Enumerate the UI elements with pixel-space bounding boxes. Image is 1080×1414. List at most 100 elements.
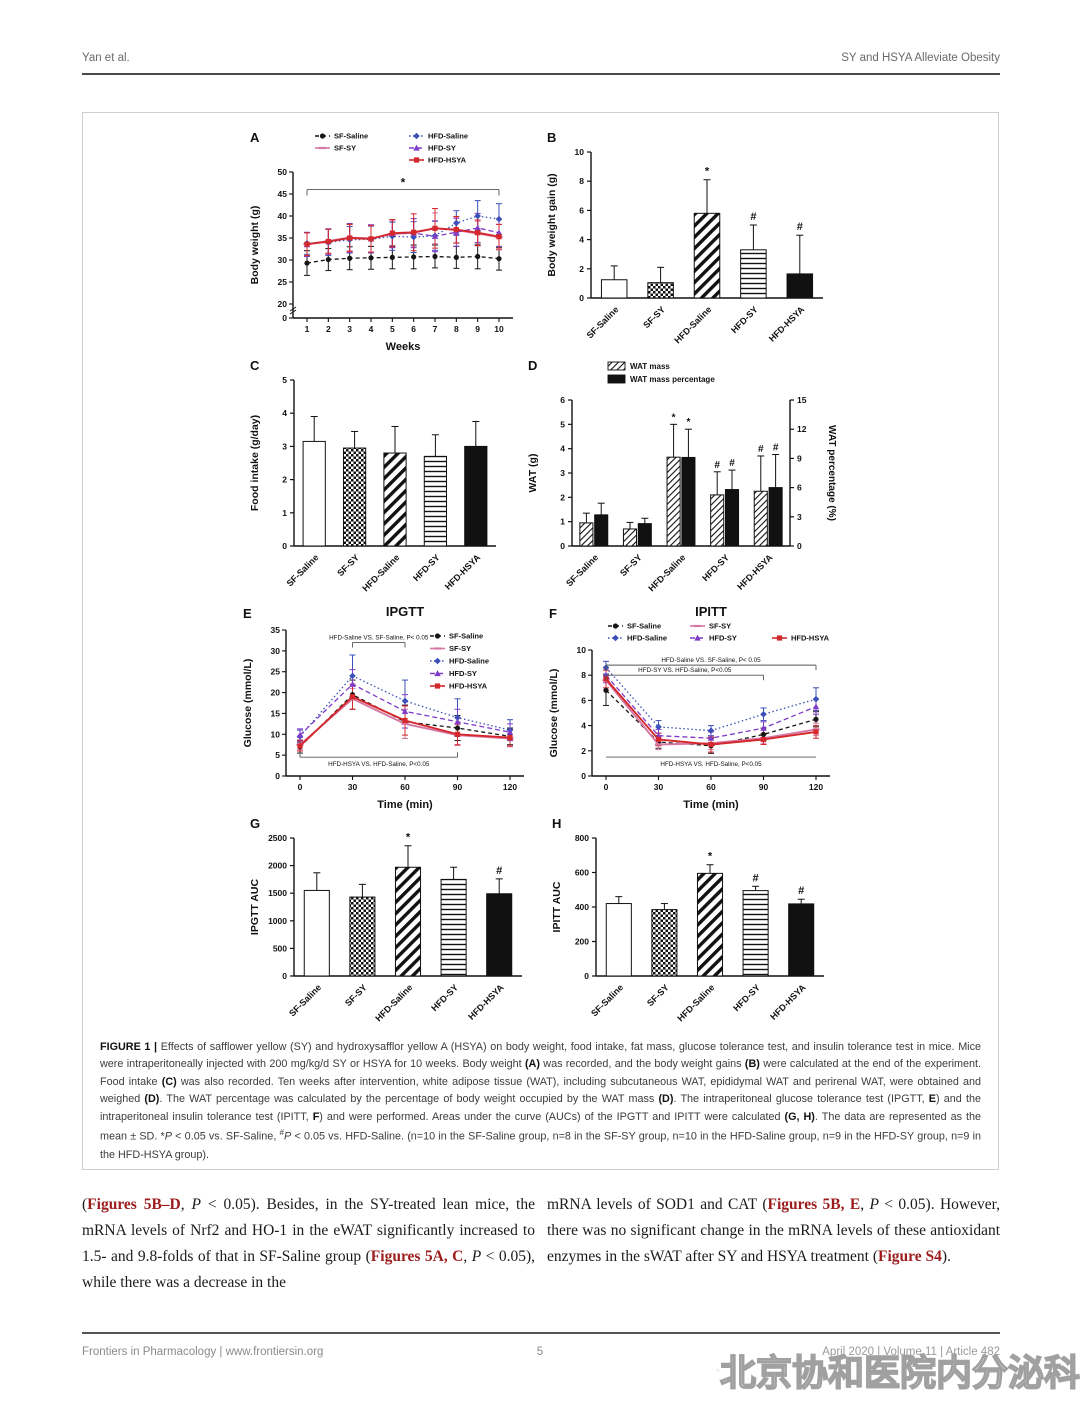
svg-text:6: 6 — [581, 695, 586, 705]
svg-text:0: 0 — [282, 313, 287, 323]
svg-text:HFD-HSYA: HFD-HSYA — [791, 634, 830, 643]
svg-text:HFD-HSYA VS. HFD-Saline, P<0.0: HFD-HSYA VS. HFD-Saline, P<0.05 — [328, 761, 430, 768]
svg-text:Glucose (mmol/L): Glucose (mmol/L) — [242, 659, 254, 748]
svg-text:*: * — [686, 417, 690, 428]
svg-text:0: 0 — [282, 541, 287, 551]
svg-text:120: 120 — [502, 782, 516, 792]
svg-text:35: 35 — [277, 233, 287, 243]
svg-text:D: D — [528, 358, 537, 373]
svg-text:2: 2 — [325, 324, 330, 334]
figure-1-caption: FIGURE 1 | Effects of safflower yellow (… — [100, 1041, 982, 1161]
svg-text:1: 1 — [560, 517, 565, 527]
svg-text:HFD-HSYA: HFD-HSYA — [442, 552, 482, 592]
svg-text:HFD-Saline: HFD-Saline — [373, 982, 414, 1023]
svg-text:6: 6 — [560, 395, 565, 405]
svg-text:60: 60 — [706, 782, 716, 792]
svg-text:HFD-Saline: HFD-Saline — [360, 552, 401, 593]
svg-text:E: E — [243, 606, 252, 621]
svg-text:4: 4 — [579, 235, 584, 245]
svg-text:6: 6 — [797, 483, 802, 493]
body-text-right-column: mRNA levels of SOD1 and CAT (Figures 5B,… — [547, 1196, 1001, 1265]
svg-text:3: 3 — [282, 441, 287, 451]
svg-text:1: 1 — [282, 508, 287, 518]
svg-text:IPITT: IPITT — [695, 604, 727, 619]
svg-text:0: 0 — [275, 771, 280, 781]
svg-text:4: 4 — [560, 444, 565, 454]
svg-text:0: 0 — [797, 541, 802, 551]
svg-text:10: 10 — [270, 729, 280, 739]
svg-text:SF-SY: SF-SY — [342, 982, 368, 1008]
svg-text:IPGTT: IPGTT — [385, 604, 423, 619]
svg-text:HFD-SY: HFD-SY — [449, 669, 477, 678]
svg-text:2: 2 — [581, 746, 586, 756]
svg-text:HFD-Saline: HFD-Saline — [675, 982, 716, 1023]
svg-text:10: 10 — [494, 324, 504, 334]
svg-text:SF-SY: SF-SY — [641, 304, 667, 330]
svg-text:IPGTT AUC: IPGTT AUC — [249, 878, 261, 935]
svg-text:F: F — [549, 606, 557, 621]
svg-text:SF-Saline: SF-Saline — [449, 632, 483, 641]
svg-text:#: # — [729, 458, 735, 469]
svg-text:0: 0 — [282, 971, 287, 981]
svg-text:#: # — [758, 444, 764, 455]
svg-text:4: 4 — [368, 324, 373, 334]
svg-text:Time (min): Time (min) — [683, 799, 739, 811]
svg-text:20: 20 — [277, 299, 287, 309]
svg-text:2: 2 — [282, 475, 287, 485]
svg-text:WAT percentage (%): WAT percentage (%) — [826, 425, 836, 521]
svg-text:HFD-HSYA: HFD-HSYA — [766, 304, 806, 344]
svg-text:*: * — [707, 851, 712, 863]
svg-text:SF-SY: SF-SY — [709, 622, 731, 631]
svg-text:20: 20 — [270, 688, 280, 698]
watermark: 北京协和医院内分泌科 — [716, 1330, 1080, 1410]
svg-text:SF-SY: SF-SY — [644, 982, 670, 1008]
svg-text:4: 4 — [581, 721, 586, 731]
svg-text:45: 45 — [277, 189, 287, 199]
svg-text:9: 9 — [797, 453, 802, 463]
svg-text:500: 500 — [272, 943, 286, 953]
header-authors: Yan et al. — [82, 52, 130, 64]
wechat-icon — [716, 1368, 720, 1372]
svg-text:HFD-HSYA: HFD-HSYA — [449, 682, 488, 691]
svg-text:5: 5 — [275, 750, 280, 760]
svg-text:Glucose (mmol/L): Glucose (mmol/L) — [548, 669, 560, 758]
watermark-text: 北京协和医院内分泌科 — [719, 1352, 1080, 1395]
svg-text:3: 3 — [797, 512, 802, 522]
svg-text:2: 2 — [579, 264, 584, 274]
svg-text:HFD-Saline: HFD-Saline — [672, 304, 713, 345]
svg-text:SF-Saline: SF-Saline — [287, 982, 323, 1018]
svg-text:10: 10 — [574, 147, 584, 157]
footer-rule — [82, 1332, 1000, 1334]
svg-text:2500: 2500 — [268, 833, 287, 843]
footer-journal: Frontiers in Pharmacology | www.frontier… — [82, 1346, 324, 1358]
figure-1-box: 20 25 30 35 40 45 50 0 1 2 3 4 5 6 7 8 9 10 Weeks Body weig… — [82, 112, 999, 1170]
svg-text:0: 0 — [297, 782, 302, 792]
footer-page-number: 5 — [536, 1346, 544, 1358]
svg-text:SF-SY: SF-SY — [335, 552, 361, 578]
svg-text:30: 30 — [347, 782, 357, 792]
svg-text:SF-Saline: SF-Saline — [284, 552, 320, 588]
svg-text:0: 0 — [560, 541, 565, 551]
svg-text:Weeks: Weeks — [385, 341, 420, 353]
svg-text:60: 60 — [400, 782, 410, 792]
svg-text:HFD-Saline: HFD-Saline — [627, 634, 667, 643]
svg-text:7: 7 — [432, 324, 437, 334]
svg-text:#: # — [772, 443, 778, 454]
svg-text:Body weight gain (g): Body weight gain (g) — [546, 173, 558, 276]
svg-text:#: # — [798, 885, 804, 897]
svg-text:HFD-SY: HFD-SY — [429, 982, 460, 1013]
svg-text:HFD-SY VS. HFD-Saline, P<0.05: HFD-SY VS. HFD-Saline, P<0.05 — [638, 667, 732, 674]
svg-text:*: * — [405, 832, 410, 844]
svg-text:#: # — [752, 872, 758, 884]
panel-h-ipitt-auc-chart: 0 200 400 600 800 IPITT AUC SF-Saline SF-SY * HFD… — [548, 812, 836, 1032]
panel-c-food-intake-chart: 0 1 2 3 4 5 Food intake (g/day) SF-Saline SF-SY H… — [246, 354, 508, 602]
svg-text:*: * — [671, 412, 675, 423]
svg-text:HFD-Saline: HFD-Saline — [428, 132, 468, 141]
panel-a-body-weight-chart: 20 25 30 35 40 45 50 0 1 2 3 4 5 6 7 8 9 10 Weeks Body weig… — [247, 126, 525, 354]
svg-text:HFD-SY: HFD-SY — [411, 552, 442, 583]
svg-text:8: 8 — [579, 176, 584, 186]
panel-d-wat-mass-chart: 0 1 2 3 4 5 6 WAT (g) 0 3 6 9 12 15 WAT percentage (%)… — [524, 354, 836, 602]
svg-text:SF-Saline: SF-Saline — [589, 982, 625, 1018]
svg-text:HFD-Saline VS. SF-Saline, P< 0: HFD-Saline VS. SF-Saline, P< 0.05 — [661, 657, 761, 664]
